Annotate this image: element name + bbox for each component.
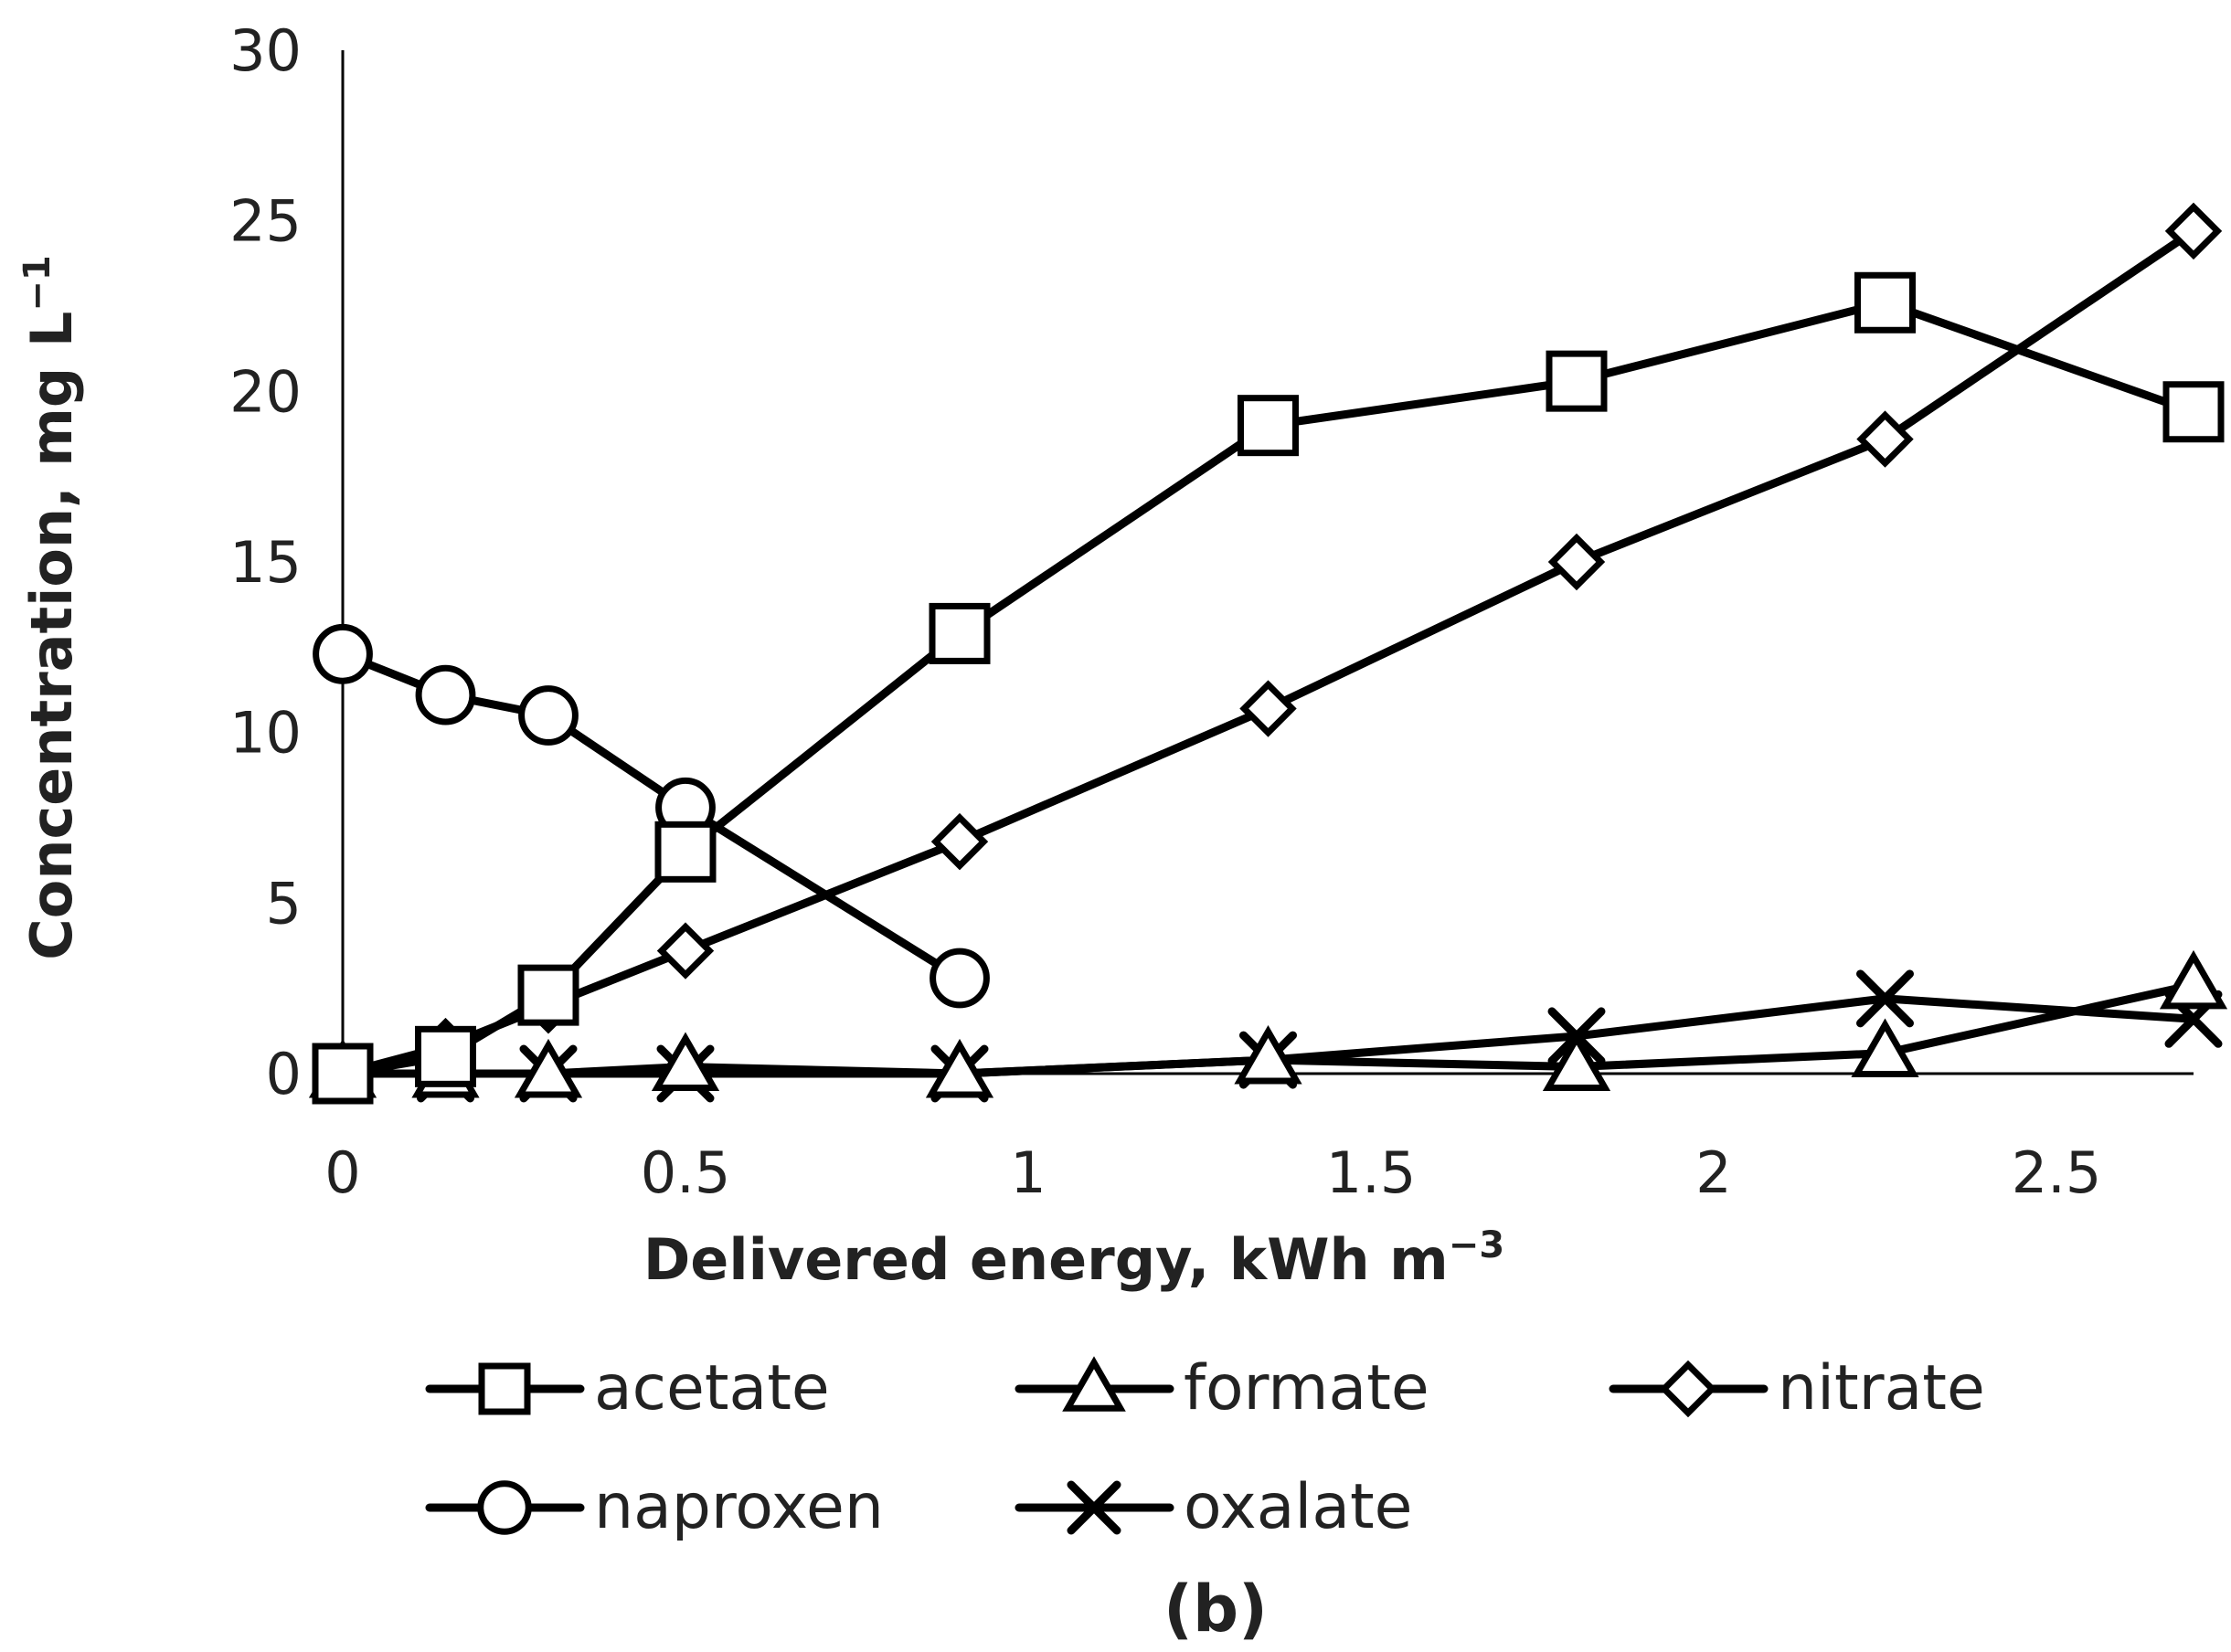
- data-point-triangle: [1062, 1356, 1126, 1412]
- data-point-x: [1856, 969, 1914, 1028]
- x-tick-label: 1.5: [1326, 1139, 1417, 1206]
- legend-item-formate: formate: [1015, 1352, 1429, 1424]
- x-axis-title: Delivered energy, kWh m−3: [643, 1224, 1504, 1293]
- data-point-diamond: [2164, 202, 2223, 260]
- series-naproxen: [313, 623, 990, 1009]
- data-point-triangle: [925, 1038, 994, 1098]
- x-tick-label: 2: [1695, 1139, 1731, 1206]
- y-tick-label: 20: [229, 358, 302, 425]
- series-group: [308, 202, 2228, 1105]
- legend: acetate formate nitrate naproxen oxalate: [425, 1352, 1985, 1543]
- y-tick-label: 15: [229, 529, 302, 596]
- data-point-circle: [930, 948, 990, 1009]
- data-point-circle: [415, 664, 476, 725]
- y-tick-label: 10: [229, 700, 302, 767]
- legend-label: nitrate: [1778, 1352, 1985, 1424]
- axes: 0 5 10 15 20 25 30 0 0.5 1 1.5 2 2.5: [229, 17, 2194, 1206]
- data-point-triangle: [1851, 1018, 1919, 1078]
- data-point-circle: [477, 1480, 532, 1535]
- data-point-triangle: [1542, 1032, 1611, 1091]
- data-point-triangle: [2159, 949, 2228, 1010]
- legend-item-oxalate: oxalate: [1015, 1471, 1412, 1543]
- data-point-square: [2162, 381, 2225, 443]
- data-point-triangle: [651, 1032, 720, 1091]
- data-point-diamond: [1659, 1360, 1717, 1418]
- legend-item-nitrate: nitrate: [1609, 1352, 1985, 1424]
- data-point-square: [654, 821, 717, 883]
- panel-label: (b): [1163, 1572, 1268, 1647]
- data-point-square: [312, 1043, 374, 1105]
- data-point-triangle: [1234, 1024, 1302, 1085]
- data-point-square: [1546, 350, 1608, 412]
- legend-item-naproxen: naproxen: [425, 1471, 884, 1543]
- data-point-circle: [313, 623, 373, 684]
- data-point-diamond: [1547, 533, 1606, 591]
- x-tick-label: 0.5: [641, 1139, 731, 1206]
- x-tick-label: 1: [1010, 1139, 1046, 1206]
- y-tick-label: 25: [229, 188, 302, 255]
- data-point-circle: [518, 685, 579, 746]
- data-point-x: [1067, 1480, 1121, 1535]
- data-point-square: [1854, 271, 1916, 334]
- series-nitrate: [313, 202, 2223, 1103]
- data-point-square: [517, 964, 579, 1026]
- data-point-diamond: [656, 922, 715, 980]
- y-tick-label: 0: [266, 1041, 302, 1107]
- data-point-square: [415, 1025, 476, 1087]
- data-point-square: [929, 602, 991, 664]
- legend-item-acetate: acetate: [425, 1352, 830, 1424]
- data-point-square: [478, 1362, 531, 1415]
- series-line-nitrate: [338, 227, 2198, 1078]
- series-acetate: [312, 271, 2225, 1105]
- data-point-square: [1238, 395, 1299, 457]
- y-tick-label: 5: [266, 870, 302, 937]
- legend-label: formate: [1184, 1352, 1429, 1424]
- x-tick-label: 0: [324, 1139, 360, 1206]
- legend-label: oxalate: [1184, 1471, 1412, 1543]
- data-point-triangle: [514, 1038, 583, 1098]
- x-tick-label: 2.5: [2012, 1139, 2102, 1206]
- data-point-diamond: [1239, 680, 1297, 737]
- y-axis-title: Concentration, mg L−1: [16, 255, 85, 959]
- legend-label: naproxen: [594, 1471, 884, 1543]
- y-tick-label: 30: [229, 17, 302, 84]
- data-point-diamond: [1856, 410, 1914, 468]
- data-point-diamond: [930, 812, 989, 871]
- legend-label: acetate: [594, 1352, 830, 1424]
